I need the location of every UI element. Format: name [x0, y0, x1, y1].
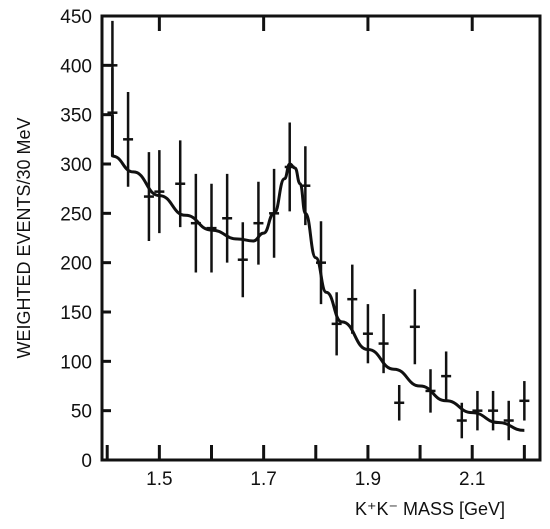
data-point [206, 183, 217, 273]
axes [100, 14, 542, 462]
data-point [472, 390, 483, 431]
x-tick-label: 1.7 [250, 469, 276, 490]
fit-curve-group [110, 114, 525, 432]
data-point [143, 152, 154, 241]
x-tick-label: 1.9 [355, 469, 381, 490]
data-point [269, 168, 280, 258]
data-point [253, 181, 264, 265]
data-point [316, 221, 326, 305]
data-point [347, 264, 358, 334]
data-point [300, 146, 311, 226]
y-tick-label: 0 [81, 451, 92, 472]
x-tick-label: 1.5 [146, 469, 172, 490]
y-tick-label: 200 [60, 254, 92, 275]
plot-frame [100, 14, 542, 462]
data-point [456, 402, 467, 439]
data-points-group [107, 20, 530, 441]
data-point [409, 289, 420, 365]
data-point [519, 381, 530, 421]
y-tick-label: 450 [60, 7, 92, 28]
data-point [362, 304, 373, 364]
ticks: 0 50 100 150 200 250 300 350 400 450 1.5 1.7 1.9 2.1 [60, 7, 526, 490]
data-point [331, 292, 342, 356]
data-point [175, 140, 186, 228]
fit-curve [112, 154, 525, 432]
y-tick-label: 100 [60, 352, 92, 373]
data-point [441, 351, 452, 401]
y-tick-label: 300 [60, 155, 92, 176]
data-point [123, 91, 134, 187]
data-point [503, 400, 514, 441]
y-axis-title: WEIGHTED EVENTS/30 MeV [14, 117, 34, 358]
x-axis-title: K⁺K⁻ MASS [GeV] [355, 499, 505, 519]
data-point [190, 173, 201, 273]
data-point [237, 222, 248, 298]
y-tick-label: 250 [60, 204, 92, 225]
data-point [425, 369, 436, 413]
y-tick-label: 50 [71, 402, 92, 423]
y-tick-label: 350 [60, 106, 92, 127]
data-point [284, 122, 295, 212]
data-point [222, 173, 233, 263]
data-point [154, 150, 165, 234]
x-tick-label: 2.1 [459, 469, 485, 490]
y-tick-label: 150 [60, 303, 92, 324]
y-tick-label: 400 [60, 56, 92, 77]
data-point [394, 385, 405, 421]
data-point [107, 68, 118, 158]
data-point [488, 390, 499, 431]
data-point [378, 313, 389, 374]
